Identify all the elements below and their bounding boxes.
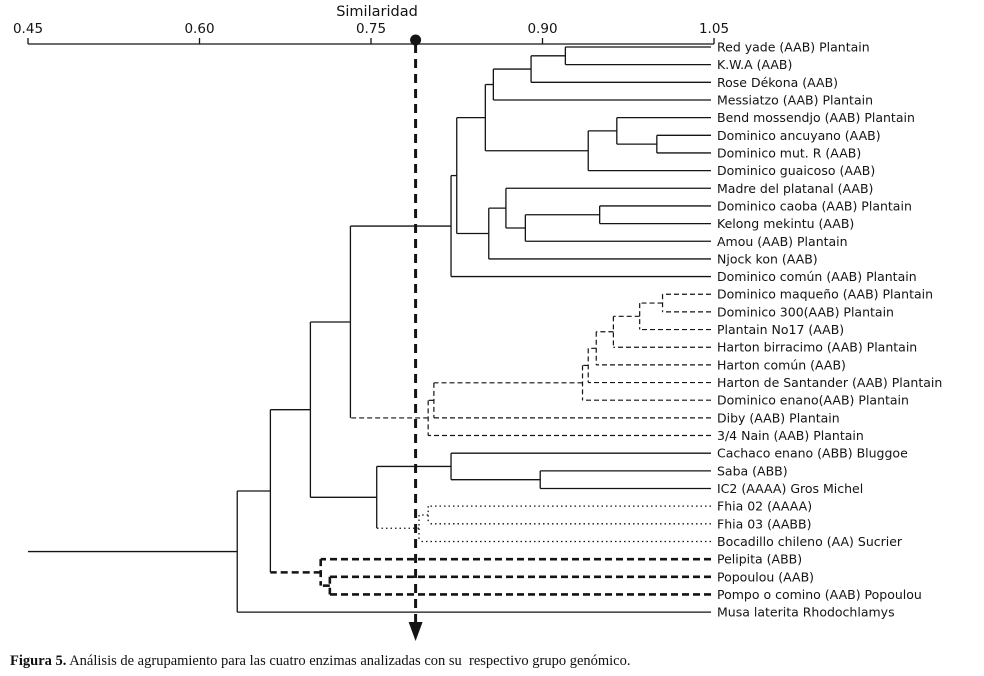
axis-tick-label: 0.75 [356,21,386,37]
leaf-label: Cachaco enano (ABB) Bluggoe [717,446,908,461]
leaf-label: Dominico 300(AAB) Plantain [717,304,894,319]
leaf-label: Red yade (AAB) Plantain [717,40,870,55]
axis-tick-label: 0.45 [13,21,43,37]
leaf-label: Fhia 03 (AABB) [717,516,811,531]
leaf-label: Pelipita (ABB) [717,552,802,567]
axis-tick-label: 0.60 [184,21,214,37]
dendrogram-canvas: 0.45 0.60 0.75 0.90 1.05 Similaridad Red yade … [13,4,942,641]
leaf-label: Plantain No17 (AAB) [717,322,844,337]
leaf-label: Dominico ancuyano (AAB) [717,128,881,143]
axis-title: Similaridad [336,4,418,20]
axis-tick-label: 1.05 [699,21,729,37]
leaf-label: Dominico maqueño (AAB) Plantain [717,287,933,302]
leaf-label: K.W.A (AAB) [717,57,792,72]
leaf-label: Kelong mekintu (AAB) [717,216,854,231]
leaf-label: Fhia 02 (AAAA) [717,499,812,514]
figure-caption-label: Figura 5. [10,653,67,669]
leaf-label: IC2 (AAAA) Gros Michel [717,481,863,496]
leaf-label: Diby (AAB) Plantain [717,410,840,425]
leaf-label: Saba (ABB) [717,463,788,478]
leaf-label: 3/4 Nain (AAB) Plantain [717,428,864,443]
leaf-label: Musa laterita Rhodochlamys [717,605,895,620]
leaf-label: Harton común (AAB) [717,357,846,372]
leaf-label: Harton de Santander (AAB) Plantain [717,375,942,390]
leaf-label: Madre del platanal (AAB) [717,181,873,196]
cut-line-circle-marker [410,34,422,46]
leaf-label: Dominico común (AAB) Plantain [717,269,917,284]
leaf-label: Messiatzo (AAB) Plantain [717,92,873,107]
leaf-label: Njock kon (AAB) [717,251,818,266]
leaf-label: Bocadillo chileno (AA) Sucrier [717,534,903,549]
leaf-label: Dominico mut. R (AAB) [717,145,861,160]
cut-line-arrowhead [408,622,423,641]
figure-caption-text: Análisis de agrupamiento para las cuatro… [66,653,631,669]
leaf-label: Harton birracimo (AAB) Plantain [717,340,917,355]
figure-caption: Figura 5. Análisis de agrupamiento para … [0,646,984,670]
leaf-label: Popoulou (AAB) [717,569,814,584]
axis-tick-label: 0.90 [527,21,557,37]
leaf-label: Bend mossendjo (AAB) Plantain [717,110,915,125]
leaf-label: Dominico guaicoso (AAB) [717,163,875,178]
leaf-label: Dominico enano(AAB) Plantain [717,393,909,408]
leaf-label: Amou (AAB) Plantain [717,234,848,249]
leaf-label: Dominico caoba (AAB) Plantain [717,198,912,213]
leaf-label: Rose Dékona (AAB) [717,75,838,90]
leaf-label: Pompo o comino (AAB) Popoulou [717,587,922,602]
